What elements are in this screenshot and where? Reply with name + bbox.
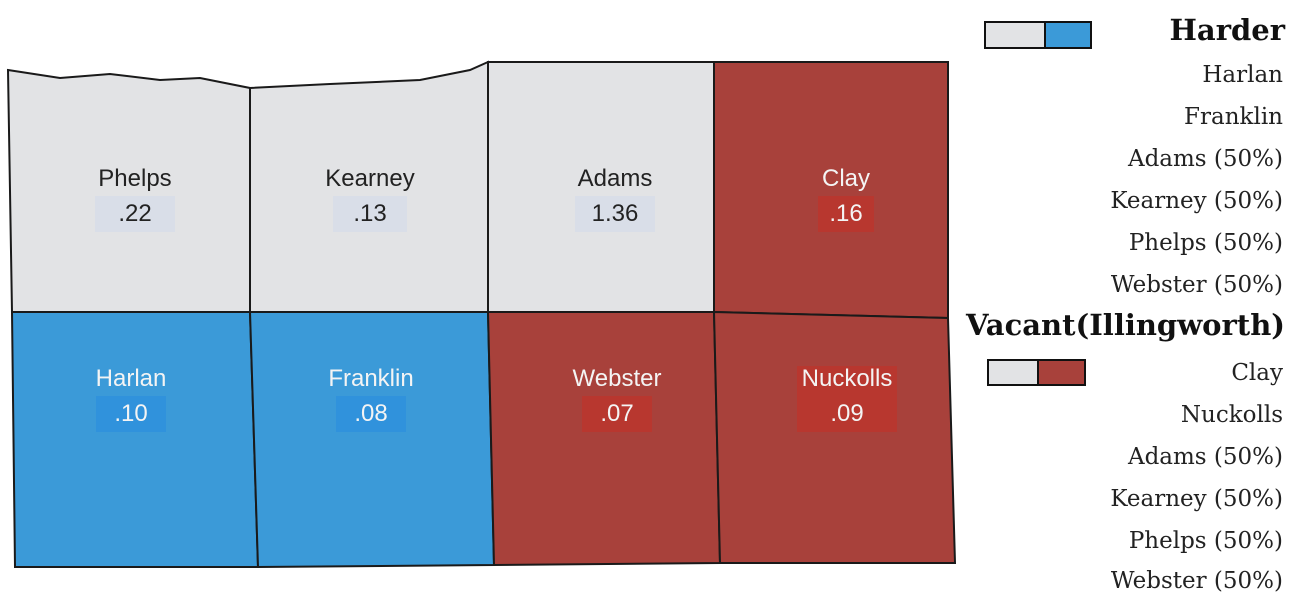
legend-item: Clay [1231, 360, 1283, 386]
county-franklin [248, 311, 496, 569]
legend-item: Harlan [1202, 62, 1283, 88]
legend-title: Vacant(Illingworth) [965, 308, 1285, 342]
label-box [797, 366, 897, 432]
legend-item: Webster (50%) [1111, 272, 1283, 298]
legend-swatch [987, 359, 1039, 386]
county-value: .22 [118, 200, 151, 227]
county-value: .07 [600, 400, 633, 427]
county-name: Franklin [328, 365, 413, 392]
county-name: Nuckolls [802, 365, 893, 392]
county-webster [486, 311, 722, 567]
county-value: 1.36 [592, 200, 639, 227]
county-name: Harlan [96, 365, 167, 392]
county-value: .09 [830, 400, 863, 427]
legend-swatch [1037, 359, 1086, 386]
legend-item: Kearney (50%) [1110, 486, 1283, 512]
legend-swatch [1044, 21, 1092, 49]
county-name: Clay [822, 165, 870, 192]
label-box [95, 196, 175, 232]
label-box [336, 396, 406, 432]
legend-swatch [984, 21, 1046, 49]
label-box [582, 396, 652, 432]
county-value: .16 [829, 200, 862, 227]
legend-item: Kearney (50%) [1110, 188, 1283, 214]
county-nuckolls [712, 310, 957, 564]
legend-item: Franklin [1184, 104, 1283, 130]
county-value: .10 [114, 400, 147, 427]
county-name: Phelps [98, 165, 171, 192]
legend-item: Phelps (50%) [1129, 528, 1283, 554]
county-name: Webster [573, 365, 662, 392]
legend-item: Webster (50%) [1111, 568, 1283, 592]
county-harlan [10, 311, 260, 568]
label-box [96, 396, 166, 432]
label-box [333, 196, 407, 232]
legend-item: Nuckolls [1181, 402, 1283, 428]
county-name: Adams [578, 165, 653, 192]
county-value: .13 [353, 200, 386, 227]
legend-item: Adams (50%) [1127, 146, 1283, 172]
label-box [575, 196, 655, 232]
legend-title: Harder [1170, 13, 1286, 47]
legend-item: Adams (50%) [1127, 444, 1283, 470]
legend-item: Phelps (50%) [1129, 230, 1283, 256]
county-name: Kearney [325, 165, 414, 192]
county-value: .08 [354, 400, 387, 427]
label-box [818, 196, 874, 232]
